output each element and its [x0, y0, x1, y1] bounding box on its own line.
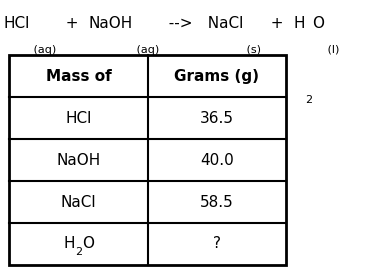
Text: ?: ? [213, 237, 221, 251]
Text: 40.0: 40.0 [200, 153, 234, 168]
Text: NaCl: NaCl [61, 195, 96, 209]
Text: NaCl: NaCl [197, 16, 243, 31]
Text: +: + [56, 16, 89, 31]
Text: 58.5: 58.5 [200, 195, 234, 209]
Text: +: + [261, 16, 293, 31]
Text: 2: 2 [75, 247, 82, 257]
Text: HCl: HCl [4, 16, 30, 31]
Text: 2: 2 [305, 95, 312, 105]
Text: (aq): (aq) [30, 45, 56, 55]
Text: -->: --> [159, 16, 197, 31]
Text: HCl: HCl [66, 111, 92, 126]
Text: O: O [312, 16, 324, 31]
Text: NaOH: NaOH [56, 153, 101, 168]
Text: (s): (s) [243, 45, 261, 55]
Text: Mass of: Mass of [46, 69, 111, 84]
Text: H: H [293, 16, 305, 31]
Text: 36.5: 36.5 [200, 111, 234, 126]
Text: (l): (l) [324, 45, 339, 55]
Text: (aq): (aq) [133, 45, 159, 55]
Text: H: H [63, 237, 75, 251]
Bar [9, 55, 286, 265]
Text: Grams (g): Grams (g) [174, 69, 260, 84]
Text: NaOH: NaOH [89, 16, 133, 31]
Text: O: O [82, 237, 94, 251]
